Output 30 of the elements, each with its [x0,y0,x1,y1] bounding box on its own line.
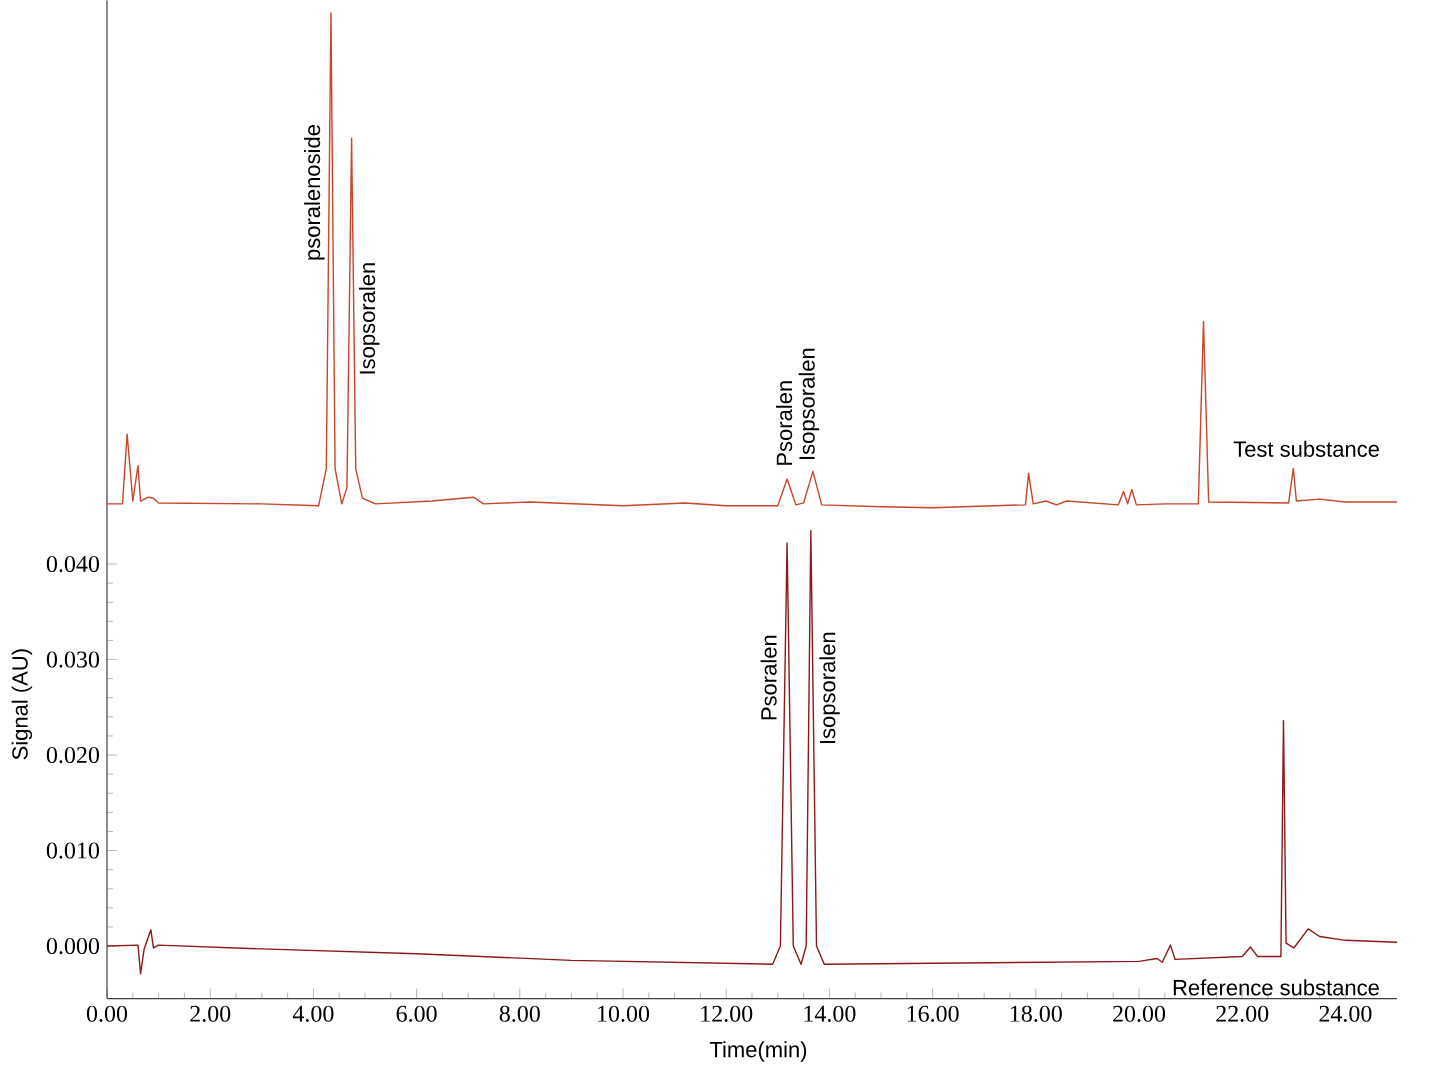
annotation: Isopsoralen [798,348,820,460]
y-tick-label: 0.030 [46,651,100,668]
x-tick-label: 20.00 [1113,1005,1166,1023]
x-tick-label: 18.00 [1010,1005,1062,1023]
series-label: Reference substance [1173,979,1379,996]
x-tick-label: 16.00 [907,1005,959,1023]
x-axis-title: Time(min) [709,1041,807,1062]
x-tick-label: 6.00 [396,1005,437,1023]
annotation: Psoralen [760,635,777,720]
x-tick-label: 10.00 [598,1005,650,1023]
x-tick-label: 12.00 [701,1005,753,1023]
series-label: Test substance [1233,440,1379,458]
x-tick-label: 2.00 [190,1005,231,1023]
y-tick-label: 0.000 [46,938,100,955]
y-axis-title: Signal (AU) [11,649,33,760]
annotation: Isopsoralen [359,263,380,374]
x-tick-label: 24.00 [1319,1005,1372,1023]
line-series [106,530,1398,975]
x-tick-label: 8.00 [499,1005,540,1023]
x-tick-label: 14.00 [804,1005,856,1023]
x-tick-label: 0.00 [86,1005,128,1023]
x-tick-label: 4.00 [292,1005,334,1023]
x-tick-label: 22.00 [1216,1005,1269,1023]
y-tick-label: 0.020 [46,747,100,764]
y-tick-label: 0.040 [46,556,100,573]
line-series [106,12,1398,509]
y-tick-label: 0.010 [46,842,100,859]
annotation: Isopsoralen [819,633,840,744]
annotation: psoralenoside [304,125,325,260]
annotation: Psoralen [776,381,793,466]
